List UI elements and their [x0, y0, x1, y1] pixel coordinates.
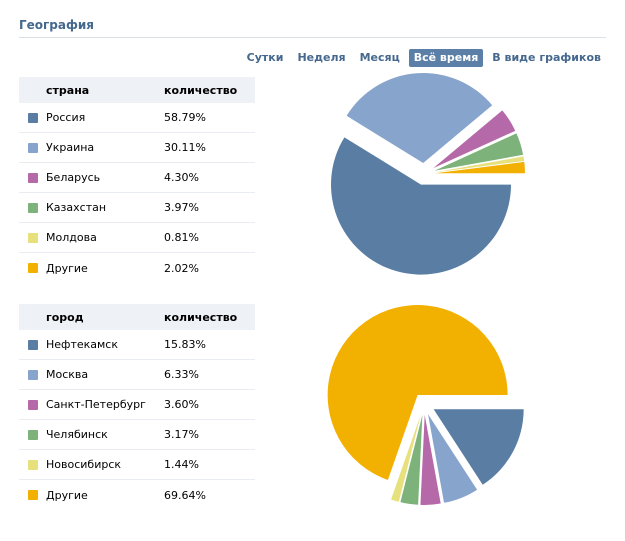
- table-row: Россия 58.79%: [19, 103, 255, 133]
- table-row: Санкт-Петербург 3.60%: [19, 390, 255, 420]
- legend-label: Санкт-Петербург: [46, 398, 146, 411]
- city-pie-slice-0: [433, 409, 524, 485]
- country-pie-slice-1: [346, 73, 493, 164]
- tab-day[interactable]: Сутки: [246, 51, 284, 64]
- legend-label: Челябинск: [46, 428, 108, 441]
- value-label: 2.02%: [164, 261, 199, 275]
- legend-label: Новосибирск: [46, 458, 122, 471]
- city-count-col-header: количество: [164, 310, 238, 324]
- legend-swatch: [28, 112, 38, 123]
- legend-swatch: [28, 459, 38, 470]
- section-title: География: [19, 18, 95, 32]
- tab-week[interactable]: Неделя: [297, 51, 346, 64]
- city-table: город количество Нефтекамск 15.83% Москв…: [19, 304, 255, 510]
- table-row: Москва 6.33%: [19, 360, 255, 390]
- value-label: 3.60%: [164, 398, 199, 411]
- value-label: 3.17%: [164, 428, 199, 441]
- country-table: страна количество Россия 58.79% Украина …: [19, 77, 255, 283]
- legend-swatch: [28, 369, 38, 380]
- value-label: 1.44%: [164, 458, 199, 471]
- country-pie-slice-0: [331, 137, 512, 275]
- table-row: Другие 69.64%: [19, 480, 255, 510]
- legend-label: Молдова: [46, 231, 97, 244]
- city-pie-slice-4: [391, 414, 421, 502]
- legend-swatch: [28, 399, 38, 410]
- legend-label: Москва: [46, 368, 89, 381]
- legend-swatch: [28, 202, 38, 213]
- value-label: 4.30%: [164, 171, 199, 184]
- country-pie-slice-4: [434, 156, 525, 173]
- city-table-header: город количество: [19, 304, 255, 330]
- legend-swatch: [28, 263, 38, 273]
- table-row: Челябинск 3.17%: [19, 420, 255, 450]
- table-row: Новосибирск 1.44%: [19, 450, 255, 480]
- country-table-header: страна количество: [19, 77, 255, 103]
- legend-label: Другие: [46, 488, 88, 502]
- country-col-header: страна: [46, 83, 90, 97]
- value-label: 3.97%: [164, 201, 199, 214]
- value-label: 0.81%: [164, 231, 199, 244]
- legend-label: Россия: [46, 111, 86, 124]
- title-divider: [19, 37, 606, 38]
- tab-month[interactable]: Месяц: [359, 51, 400, 64]
- legend-swatch: [28, 490, 38, 500]
- legend-label: Другие: [46, 261, 88, 275]
- country-pie-slice-2: [433, 110, 516, 169]
- value-label: 69.64%: [164, 488, 206, 502]
- legend-swatch: [28, 172, 38, 183]
- legend-swatch: [28, 232, 38, 243]
- value-label: 15.83%: [164, 338, 206, 351]
- table-row: Беларусь 4.30%: [19, 163, 255, 193]
- country-count-col-header: количество: [164, 83, 238, 97]
- legend-swatch: [28, 339, 38, 350]
- value-label: 58.79%: [164, 111, 206, 124]
- tab-as-graphs[interactable]: В виде графиков: [492, 51, 601, 64]
- city-pie-slice-5: [327, 305, 508, 480]
- table-row: Другие 2.02%: [19, 253, 255, 283]
- legend-label: Нефтекамск: [46, 338, 118, 351]
- table-row: Нефтекамск 15.83%: [19, 330, 255, 360]
- period-tabs: Сутки Неделя Месяц Всё время В виде граф…: [242, 49, 606, 67]
- legend-label: Украина: [46, 141, 95, 154]
- legend-swatch: [28, 429, 38, 440]
- value-label: 6.33%: [164, 368, 199, 381]
- legend-label: Казахстан: [46, 201, 107, 214]
- table-row: Украина 30.11%: [19, 133, 255, 163]
- value-label: 30.11%: [164, 141, 206, 154]
- tab-all-time[interactable]: Всё время: [408, 49, 484, 67]
- city-pie-slice-2: [420, 414, 441, 505]
- legend-swatch: [28, 142, 38, 153]
- table-row: Молдова 0.81%: [19, 223, 255, 253]
- legend-label: Беларусь: [46, 171, 101, 184]
- country-pie-slice-3: [434, 133, 524, 171]
- city-pie-slice-1: [428, 414, 478, 503]
- table-row: Казахстан 3.97%: [19, 193, 255, 223]
- country-pie-slice-5: [434, 161, 525, 174]
- city-col-header: город: [46, 310, 84, 324]
- city-pie-slice-3: [400, 414, 423, 505]
